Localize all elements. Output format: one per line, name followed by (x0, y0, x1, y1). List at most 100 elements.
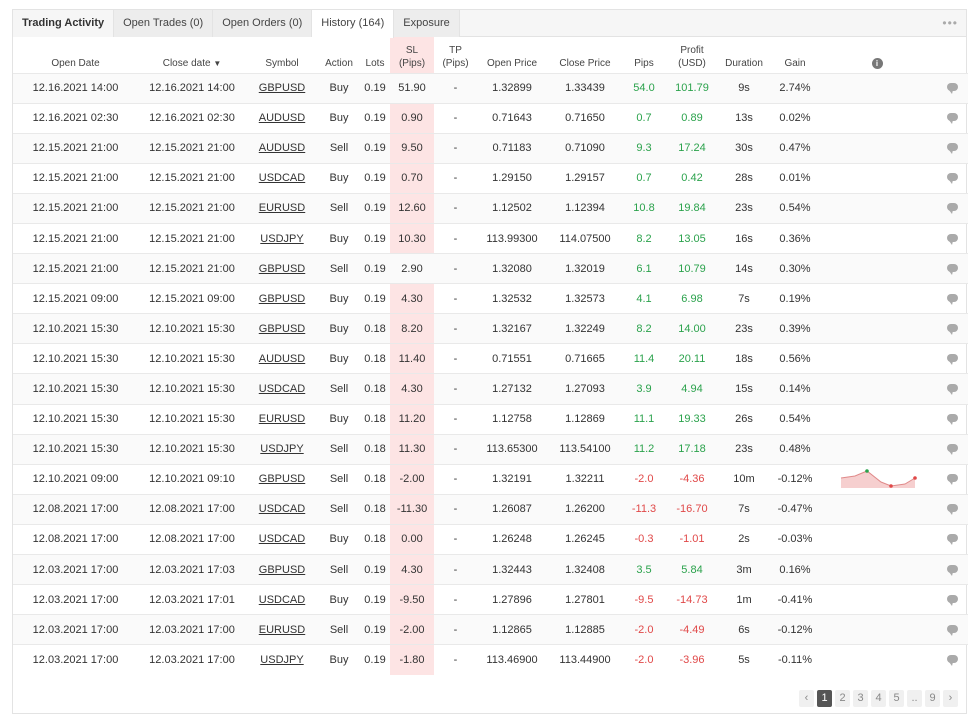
page-button[interactable]: 4 (871, 690, 886, 707)
table-row[interactable]: 12.10.2021 15:30 12.10.2021 15:30 AUDUSD Bu… (13, 343, 968, 374)
table-row[interactable]: 12.15.2021 21:00 12.15.2021 21:00 USDJPY Bu… (13, 222, 968, 254)
symbol-link[interactable]: GBPUSD (246, 463, 318, 495)
col-open-date[interactable]: Open Date (51, 57, 100, 69)
table-row[interactable]: 12.03.2021 17:00 12.03.2021 17:01 USDCAD Bu… (13, 584, 968, 615)
col-symbol[interactable]: Symbol (265, 57, 299, 69)
duration-cell: 26s (719, 403, 769, 435)
table-row[interactable]: 12.16.2021 14:00 12.16.2021 14:00 GBPUSD Bu… (13, 72, 968, 104)
comment-icon[interactable] (947, 203, 958, 215)
col-profit[interactable]: Profit (USD) (665, 37, 719, 73)
symbol-link[interactable]: USDJPY (246, 433, 318, 465)
symbol-link[interactable]: USDCAD (246, 584, 318, 615)
info-icon[interactable]: i (871, 57, 883, 69)
symbol-link[interactable]: AUDUSD (246, 102, 318, 134)
col-lots[interactable]: Lots (365, 57, 385, 69)
table-row[interactable]: 12.03.2021 17:00 12.03.2021 17:00 EURUSD Se… (13, 614, 968, 645)
duration-cell: 14s (719, 253, 769, 284)
symbol-link[interactable]: EURUSD (246, 614, 318, 645)
gain-cell: 0.02% (769, 102, 821, 134)
symbol-link[interactable]: USDJPY (246, 222, 318, 254)
symbol-link[interactable]: GBPUSD (246, 313, 318, 344)
table-row[interactable]: 12.03.2021 17:00 12.03.2021 17:03 GBPUSD Se… (13, 553, 968, 585)
table-row[interactable]: 12.10.2021 15:30 12.10.2021 15:30 GBPUSD Bu… (13, 313, 968, 344)
comment-icon[interactable] (947, 504, 958, 516)
col-tp[interactable]: TP (Pips) (434, 37, 477, 73)
symbol-link[interactable]: EURUSD (246, 403, 318, 435)
tab-history[interactable]: History (164) (312, 10, 395, 38)
col-gain[interactable]: Gain (784, 57, 806, 69)
col-tp-label: TP (449, 44, 462, 56)
tab-exposure[interactable]: Exposure (394, 10, 460, 37)
comment-icon[interactable] (947, 624, 958, 636)
comment-icon[interactable] (947, 534, 958, 546)
table-row[interactable]: 12.10.2021 09:00 12.10.2021 09:10 GBPUSD Se… (13, 463, 968, 495)
comment-icon[interactable] (947, 594, 958, 606)
page-button[interactable]: 3 (853, 690, 868, 707)
col-sl[interactable]: SL (Pips) (390, 37, 434, 73)
symbol-link[interactable]: GBPUSD (246, 553, 318, 585)
symbol-link[interactable]: USDCAD (246, 493, 318, 525)
symbol-link[interactable]: USDCAD (246, 373, 318, 405)
col-action[interactable]: Action (325, 57, 353, 69)
table-row[interactable]: 12.15.2021 09:00 12.15.2021 09:00 GBPUSD Bu… (13, 283, 968, 314)
symbol-link[interactable]: USDJPY (246, 644, 318, 675)
symbol-link[interactable]: AUDUSD (246, 132, 318, 164)
comment-icon[interactable] (947, 474, 958, 486)
symbol-link[interactable]: GBPUSD (246, 253, 318, 284)
comment-icon[interactable] (947, 564, 958, 576)
profit-cell: -14.73 (665, 584, 719, 615)
table-row[interactable]: 12.08.2021 17:00 12.08.2021 17:00 USDCAD Se… (13, 493, 968, 525)
comment-icon[interactable] (947, 233, 958, 245)
tab-trading-activity[interactable]: Trading Activity (13, 10, 115, 37)
lots-cell: 0.18 (360, 373, 390, 405)
symbol-link[interactable]: AUDUSD (246, 343, 318, 374)
col-pips[interactable]: Pips (634, 57, 654, 69)
symbol-link[interactable]: EURUSD (246, 192, 318, 224)
col-sl-unit: (Pips) (398, 57, 426, 69)
prev-page-icon[interactable]: ‹ (799, 690, 814, 707)
table-row[interactable]: 12.10.2021 15:30 12.10.2021 15:30 EURUSD Bu… (13, 403, 968, 435)
col-close-date[interactable]: Close date ▼ (138, 37, 246, 73)
table-row[interactable]: 12.15.2021 21:00 12.15.2021 21:00 GBPUSD Se… (13, 253, 968, 284)
table-row[interactable]: 12.15.2021 21:00 12.15.2021 21:00 AUDUSD Se… (13, 132, 968, 164)
table-row[interactable]: 12.15.2021 21:00 12.15.2021 21:00 EURUSD Se… (13, 192, 968, 224)
comment-icon[interactable] (947, 293, 958, 305)
page-button[interactable]: 1 (817, 690, 832, 707)
lots-cell: 0.18 (360, 343, 390, 374)
action-cell: Sell (318, 614, 360, 645)
page-button[interactable]: 5 (889, 690, 904, 707)
comment-icon[interactable] (947, 353, 958, 365)
more-options-icon[interactable]: ••• (942, 16, 958, 30)
page-button[interactable]: 9 (925, 690, 940, 707)
tab-open-trades[interactable]: Open Trades (0) (114, 10, 214, 37)
comment-icon[interactable] (947, 323, 958, 335)
next-page-icon[interactable]: › (943, 690, 958, 707)
table-row[interactable]: 12.10.2021 15:30 12.10.2021 15:30 USDCAD Se… (13, 373, 968, 405)
table-row[interactable]: 12.15.2021 21:00 12.15.2021 21:00 USDCAD Bu… (13, 162, 968, 194)
table-row[interactable]: 12.08.2021 17:00 12.08.2021 17:00 USDCAD Bu… (13, 523, 968, 555)
comment-icon[interactable] (947, 143, 958, 155)
trade-chart-cell (821, 343, 933, 374)
symbol-link[interactable]: GBPUSD (246, 283, 318, 314)
page-button[interactable]: .. (907, 690, 922, 707)
comment-icon[interactable] (947, 444, 958, 456)
col-open-price[interactable]: Open Price (486, 57, 538, 69)
comment-icon[interactable] (947, 655, 958, 667)
col-close-price[interactable]: Close Price (559, 57, 611, 69)
col-duration[interactable]: Duration (725, 57, 763, 69)
comment-icon[interactable] (947, 113, 958, 125)
comment-icon[interactable] (947, 83, 958, 95)
symbol-link[interactable]: USDCAD (246, 523, 318, 555)
comment-icon[interactable] (947, 173, 958, 185)
comment-icon[interactable] (947, 414, 958, 426)
tab-open-orders[interactable]: Open Orders (0) (213, 10, 313, 37)
comment-icon[interactable] (947, 383, 958, 395)
comment-icon[interactable] (947, 263, 958, 275)
table-row[interactable]: 12.10.2021 15:30 12.10.2021 15:30 USDJPY Se… (13, 433, 968, 465)
symbol-link[interactable]: GBPUSD (246, 72, 318, 104)
table-row[interactable]: 12.16.2021 02:30 12.16.2021 02:30 AUDUSD Bu… (13, 102, 968, 134)
pips-cell: 0.7 (623, 102, 665, 134)
page-button[interactable]: 2 (835, 690, 850, 707)
table-row[interactable]: 12.03.2021 17:00 12.03.2021 17:00 USDJPY Bu… (13, 644, 968, 675)
symbol-link[interactable]: USDCAD (246, 162, 318, 194)
